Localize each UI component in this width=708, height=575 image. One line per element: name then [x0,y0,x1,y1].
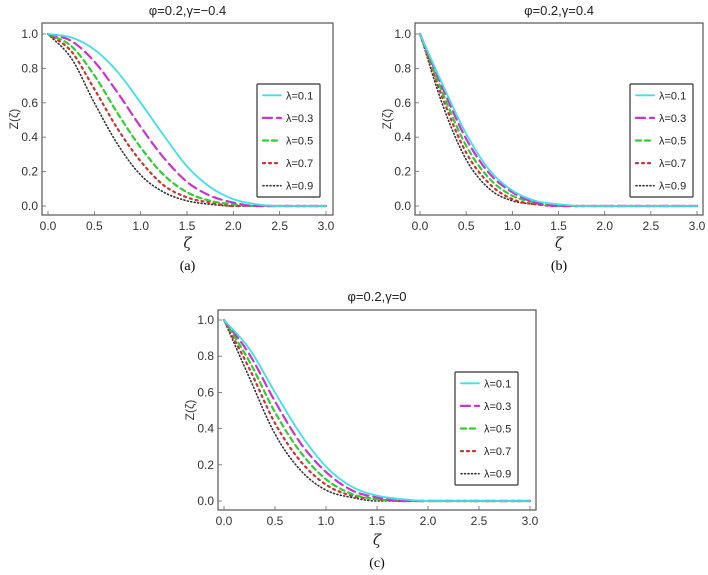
y-axis-label: Z(ζ) [183,400,197,421]
x-tick-label: 2.5 [471,514,488,528]
series-line [46,32,328,208]
x-tick-label: 3.0 [318,219,335,233]
legend-label: λ=0.1 [484,378,511,390]
x-tick-label: 2.5 [271,219,288,233]
y-tick-label: 0.8 [21,61,38,75]
series-line [223,319,531,502]
legend-label: λ=0.5 [659,136,686,148]
legend-label: λ=0.1 [659,90,686,102]
panel-caption: (b) [551,259,568,274]
series-line [47,33,327,207]
chart-panel-c: φ=0.2,γ=0 0.0 0.5 1.0 1.5 2.0 2.5 3.0 0.0 0.2 0.4 0… [183,289,539,571]
chart-title: φ=0.2,γ=−0.4 [149,3,226,18]
legend: λ=0.1 λ=0.3 λ=0.5 λ=0.7 λ=0.9 [454,371,519,486]
legend-label: λ=0.3 [286,113,313,125]
chart-title: φ=0.2,γ=0 [347,289,406,304]
y-tick-label: 0.4 [197,422,214,436]
legend-label: λ=0.7 [659,158,686,170]
y-axis-label: Z(ζ) [7,109,21,130]
y-tick-label: 0.2 [197,458,214,472]
y-tick-label: 0.8 [197,349,214,363]
y-tick-label: 0.4 [21,130,38,144]
x-tick-label: 1.5 [179,219,196,233]
x-tick-label: 0.5 [86,219,103,233]
y-tick-label: 0.6 [197,385,214,399]
x-tick-label: 0.5 [267,514,284,528]
y-tick-label: 0.0 [21,199,38,213]
y-tick-label: 0.0 [394,199,411,213]
x-tick-label: 2.0 [225,219,242,233]
series-line [222,318,532,503]
legend-label: λ=0.3 [484,401,511,413]
y-tick-label: 1.0 [394,27,411,41]
legend-label: λ=0.9 [484,469,511,481]
x-axis-label: ζ [183,234,192,252]
x-axis-label: ζ [555,234,564,252]
legend-label: λ=0.7 [484,446,511,458]
y-tick-label: 0.0 [197,494,214,508]
x-tick-label: 1.0 [132,219,149,233]
x-tick-label: 0.0 [216,514,233,528]
x-tick-label: 2.5 [642,219,659,233]
y-tick-label: 1.0 [21,27,38,41]
legend-label: λ=0.3 [659,113,686,125]
legend-label: λ=0.5 [484,424,511,436]
y-tick-label: 0.6 [21,96,38,110]
legend-label: λ=0.1 [286,90,313,102]
x-tick-label: 0.5 [458,219,475,233]
legend-label: λ=0.7 [286,158,313,170]
x-tick-label: 0.0 [40,219,57,233]
x-tick-label: 3.0 [689,219,706,233]
legend-label: λ=0.9 [659,181,686,193]
y-tick-label: 0.8 [394,61,411,75]
chart-title: φ=0.2,γ=0.4 [524,3,594,18]
y-axis-label: Z(ζ) [380,109,394,130]
x-tick-label: 0.0 [412,219,429,233]
x-tick-label: 1.0 [504,219,521,233]
y-tick-label: 0.6 [394,96,411,110]
y-tick-label: 0.4 [394,130,411,144]
y-tick-label: 0.2 [21,165,38,179]
x-tick-label: 1.5 [550,219,567,233]
panel-caption: (a) [180,259,196,274]
legend: λ=0.1 λ=0.3 λ=0.5 λ=0.7 λ=0.9 [629,83,694,198]
x-tick-label: 3.0 [522,514,539,528]
x-tick-label: 2.0 [596,219,613,233]
legend: λ=0.1 λ=0.3 λ=0.5 λ=0.7 λ=0.9 [256,83,321,198]
chart-panel-b: φ=0.2,γ=0.4 0.0 0.5 1.0 1.5 2.0 2.5 3.0 0.0 0.2 0.… [380,3,706,274]
y-tick-label: 1.0 [197,313,214,327]
series-line [46,32,328,208]
legend-label: λ=0.5 [286,136,313,148]
x-tick-label: 2.0 [420,514,437,528]
legend-label: λ=0.9 [286,181,313,193]
series-line [419,33,698,207]
x-tick-label: 1.0 [318,514,335,528]
panel-caption: (c) [369,556,385,571]
chart-panel-a: φ=0.2,γ=−0.4 0.0 0.5 1.0 1.5 2.0 2.5 3.0 0.0 0.2 0… [7,3,335,274]
x-axis-label: ζ [373,531,382,549]
y-tick-label: 0.2 [394,165,411,179]
x-tick-label: 1.5 [369,514,386,528]
